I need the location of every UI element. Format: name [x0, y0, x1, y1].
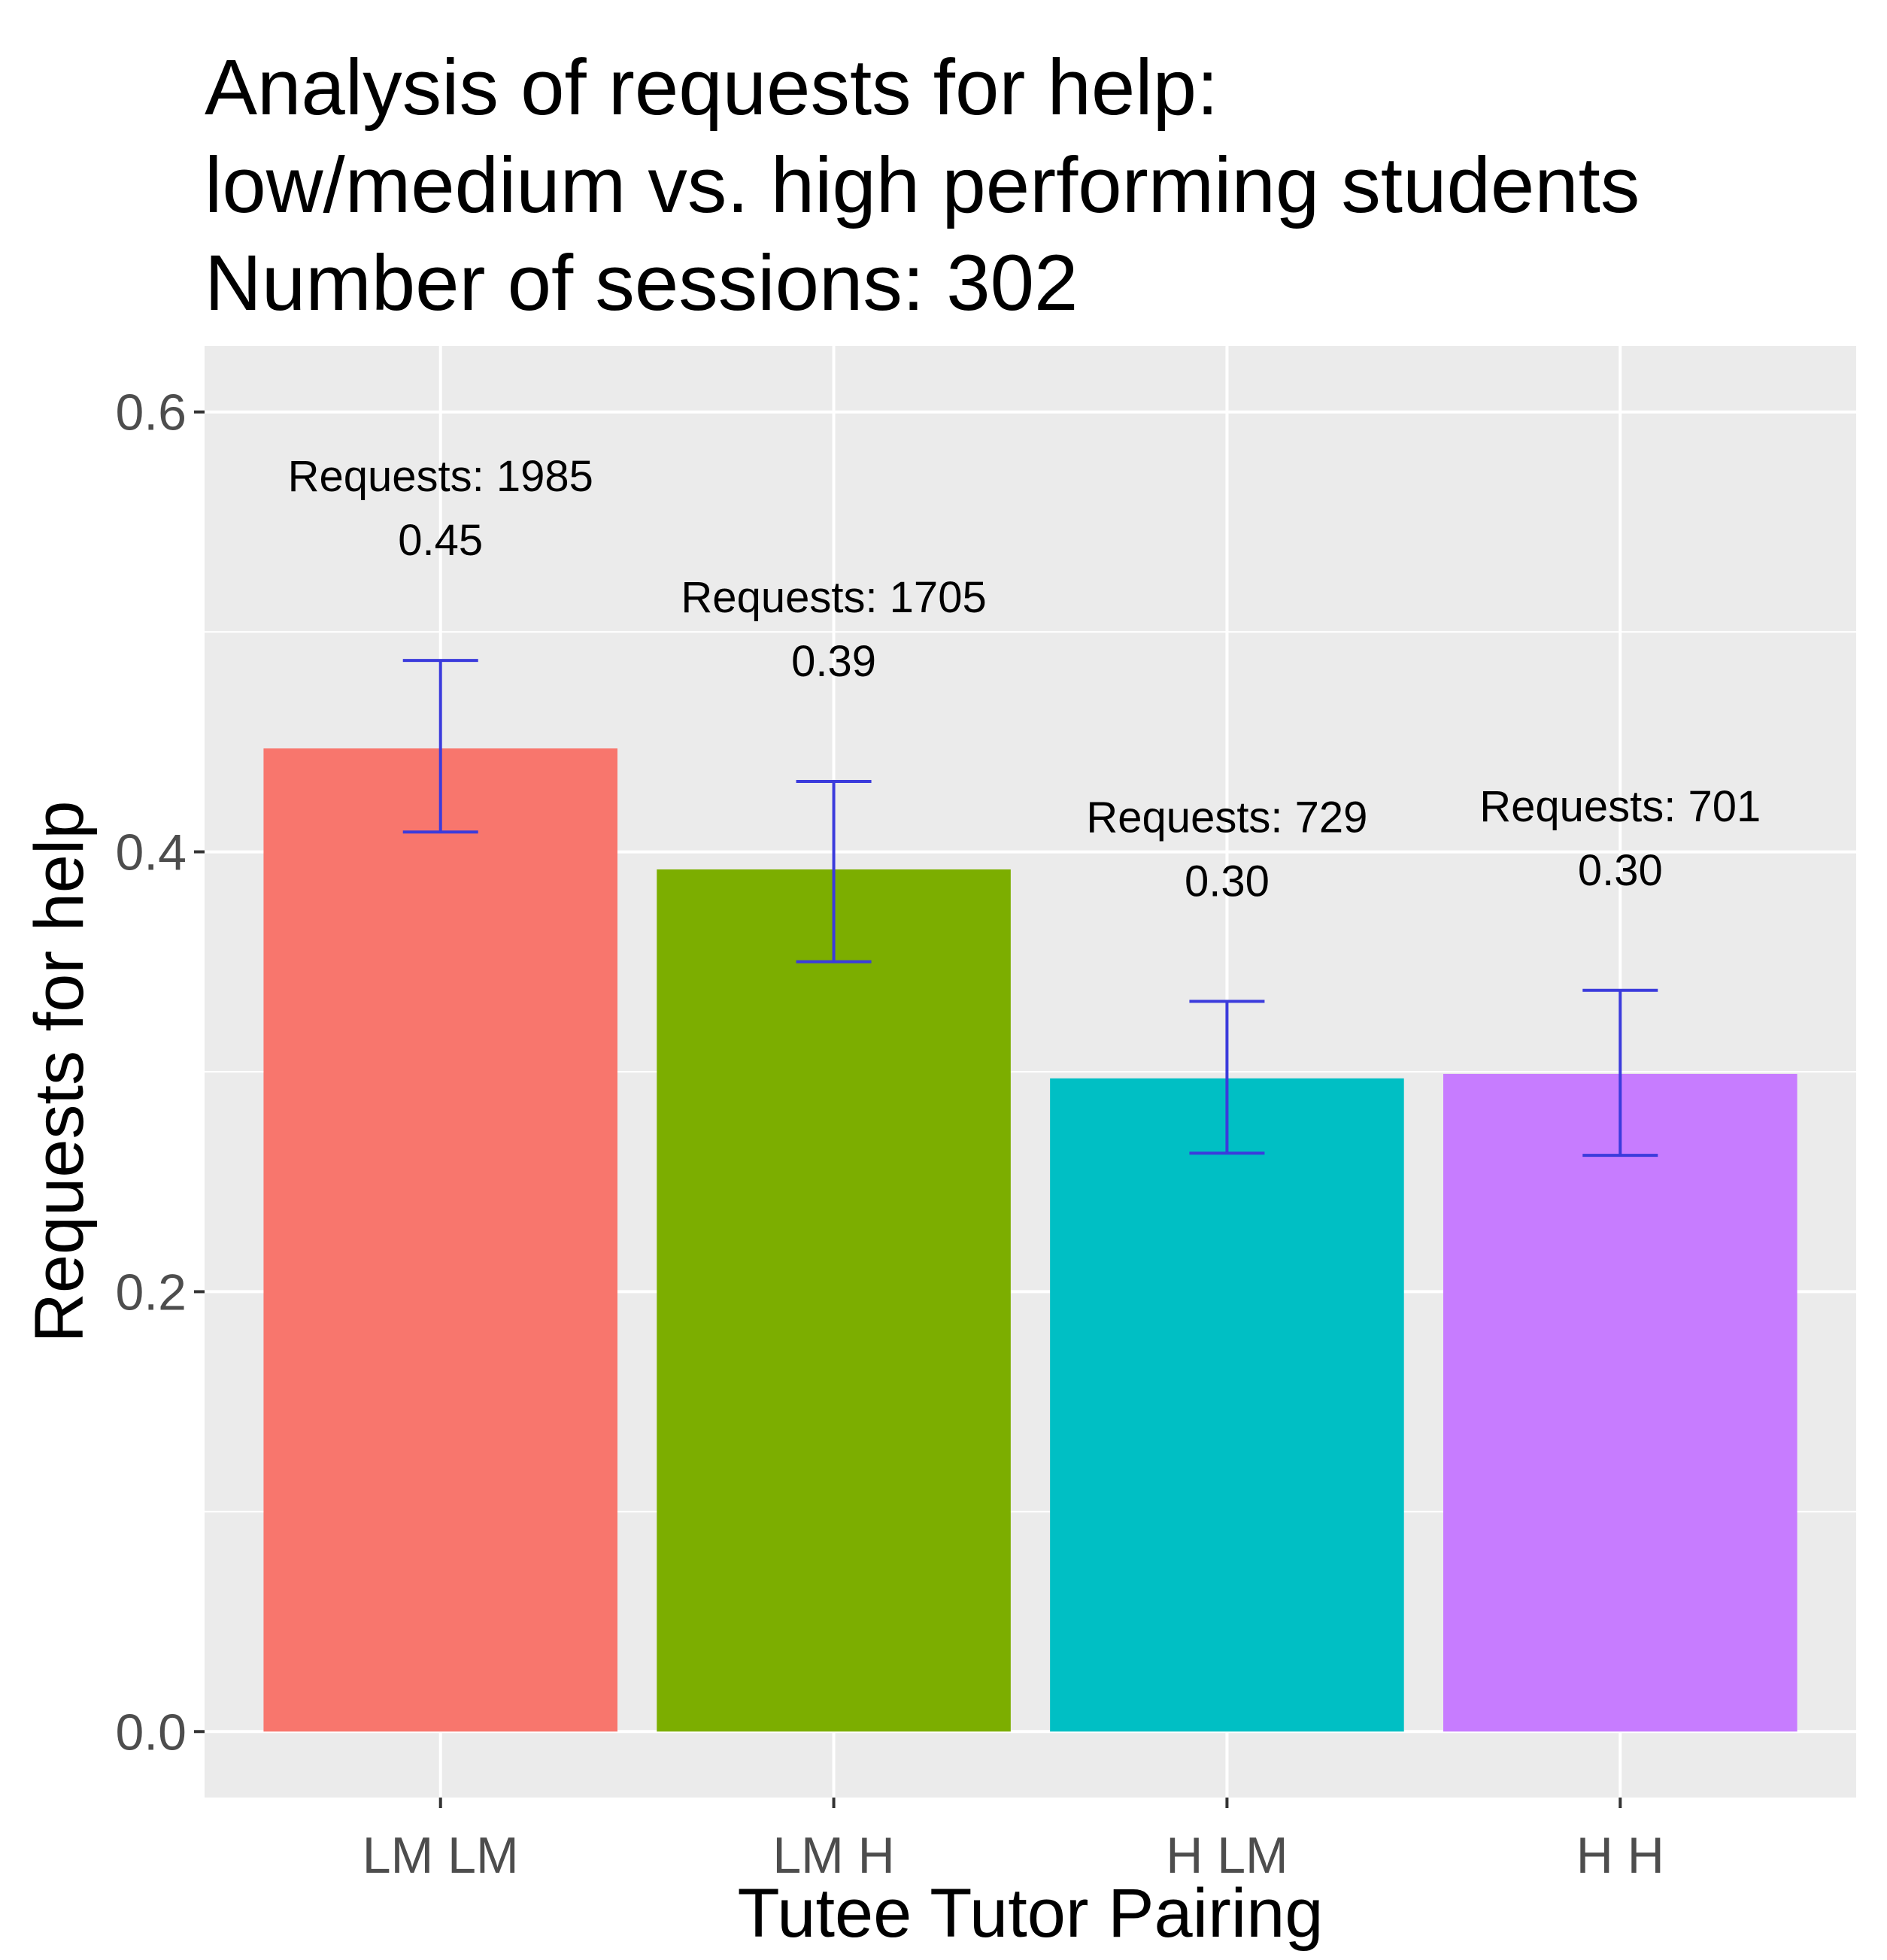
- x-axis-title: Tutee Tutor Pairing: [738, 1875, 1324, 1952]
- bar-4: [1443, 1073, 1798, 1732]
- requests-label: Requests: 1985: [288, 452, 593, 501]
- bar-1: [263, 748, 617, 1732]
- bar-labels: Requests: 1985 0.45 Requests: 1705 0.39 Requ…: [288, 452, 1761, 906]
- requests-label: Requests: 729: [1086, 793, 1367, 842]
- y-tick-label: 0.4: [115, 824, 187, 881]
- title-line-3: Number of sessions: 302: [205, 239, 1079, 327]
- error-bars: [402, 659, 1658, 1157]
- bars: [263, 748, 1798, 1732]
- title-line-1: Analysis of requests for help:: [205, 44, 1219, 132]
- y-tick-label: 0.0: [115, 1704, 187, 1761]
- y-tick-label: 0.6: [115, 384, 187, 441]
- x-tick-label: H H: [1576, 1827, 1664, 1884]
- title-line-2: low/medium vs. high performing students: [205, 141, 1640, 229]
- chart-title: Analysis of requests for help: low/mediu…: [205, 39, 1640, 332]
- value-label: 0.30: [1185, 857, 1270, 906]
- axes: 0.0 0.2 0.4 0.6 LM LM LM H H LM H H Tutee Tutor …: [21, 384, 1664, 1952]
- y-tick-label: 0.2: [115, 1264, 187, 1321]
- x-tick-label: H LM: [1166, 1827, 1288, 1884]
- requests-label: Requests: 701: [1479, 782, 1761, 831]
- x-tick-label: LM LM: [363, 1827, 519, 1884]
- value-label: 0.45: [398, 516, 483, 565]
- value-label: 0.30: [1578, 846, 1663, 895]
- y-axis-title: Requests for help: [21, 800, 98, 1343]
- bar-2: [657, 869, 1011, 1732]
- bar-3: [1050, 1078, 1404, 1732]
- requests-label: Requests: 1705: [681, 573, 986, 622]
- value-label: 0.39: [791, 637, 876, 686]
- x-tick-label: LM H: [772, 1827, 894, 1884]
